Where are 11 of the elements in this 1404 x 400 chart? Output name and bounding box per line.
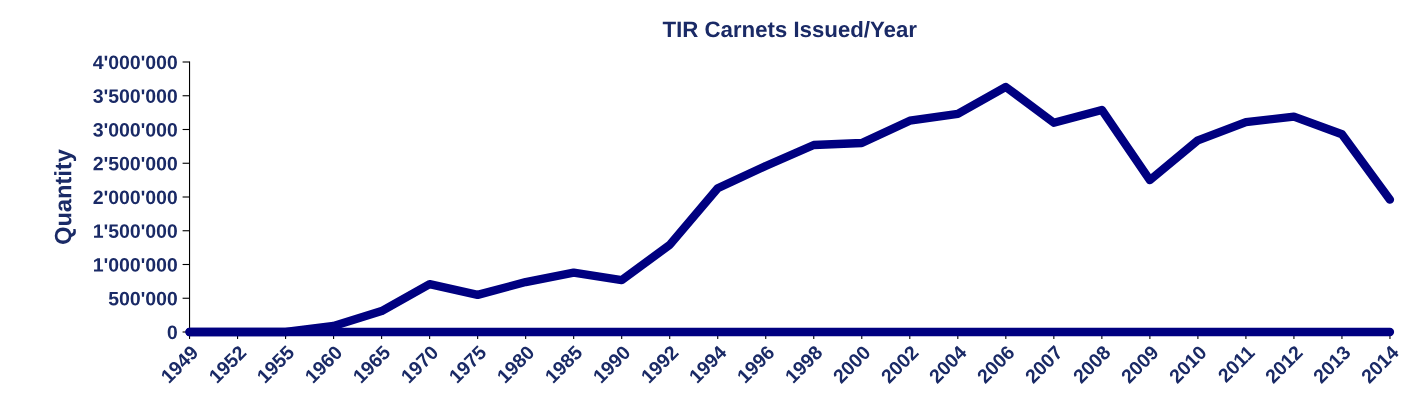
y-tick-label: 3'500'000 <box>93 89 177 104</box>
y-tick-label: 4'000'000 <box>93 55 177 70</box>
y-tick-label: 2'000'000 <box>93 190 177 205</box>
y-tick-label: 3'000'000 <box>93 122 177 137</box>
chart-title: TIR Carnets Issued/Year <box>662 20 917 38</box>
y-tick-label: 0 <box>167 325 177 340</box>
y-tick-label: 1'000'000 <box>94 257 177 272</box>
y-tick-label: 2'500'000 <box>93 156 177 171</box>
y-axis-title: Quantity <box>54 149 77 244</box>
y-tick-label: 1'500'000 <box>94 224 177 238</box>
y-tick-label: 500'000 <box>108 291 177 306</box>
